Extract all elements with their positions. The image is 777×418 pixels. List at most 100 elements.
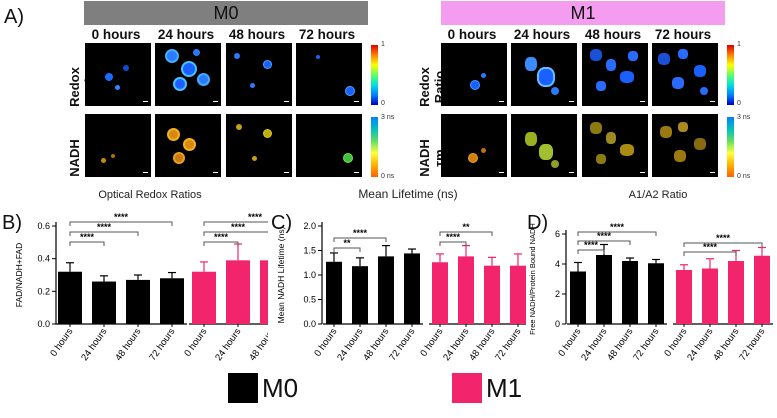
significance-label: ****	[248, 212, 263, 222]
significance-bracket	[203, 241, 239, 246]
colorbar-redox-m1	[727, 45, 734, 105]
significance-label: ****	[231, 222, 246, 232]
bar	[754, 255, 770, 324]
bar	[458, 256, 474, 324]
y-tick-label: 1.5	[303, 246, 316, 256]
micrograph-m0-redox-24h	[155, 43, 221, 106]
micrograph-m1-redox-0h	[441, 43, 507, 106]
y-axis-label: Free NADH/Protein Bound NADH	[528, 223, 537, 335]
significance-label: ****	[80, 232, 95, 242]
significance-label: **	[462, 222, 470, 232]
bar	[728, 261, 744, 324]
m0-header-label: M0	[213, 2, 239, 23]
m1-header-label: M1	[570, 2, 596, 23]
y-tick-label: 0.0	[303, 319, 316, 329]
significance-label: ****	[610, 222, 625, 232]
colorbar-redox-m0-bottom: 0	[381, 100, 385, 107]
panel-b-letter: B)	[2, 212, 22, 234]
time-label-m0-72: 72 hours	[298, 27, 356, 42]
legend-swatch-m0	[228, 373, 258, 403]
micrograph-m1-redox-48h	[582, 43, 648, 106]
x-tick-label: 48 hours	[247, 326, 268, 363]
bar	[676, 270, 692, 324]
micrograph-m0-nadh-48h	[226, 114, 292, 177]
significance-label: ****	[97, 222, 112, 232]
chart-title: Mean Lifetime (ns)	[358, 187, 457, 201]
significance-bracket	[577, 249, 605, 254]
bar	[432, 262, 448, 324]
time-label-m1-0: 0 hours	[447, 27, 497, 42]
significance-bracket	[333, 247, 361, 252]
bar	[192, 271, 216, 324]
colorbar-redox-m1-bottom: 0	[737, 100, 741, 107]
colorbar-nadh-m0-bottom: 0 ns	[381, 173, 395, 180]
micrograph-m1-nadh-48h	[582, 114, 648, 177]
x-tick-label: 72 hours	[387, 326, 417, 363]
micrograph-m1-nadh-0h	[441, 114, 507, 177]
bar	[622, 261, 638, 324]
chart-a1-a2-ratio: A1/A2 Ratio 0 2 4 6 Free NADH/Protein Bound N…	[528, 189, 773, 363]
significance-bracket	[69, 231, 139, 236]
row-label-nadh-line1: NADH	[417, 139, 432, 177]
x-tick-label: 0 hours	[662, 326, 689, 358]
x-tick-label: 0 hours	[556, 326, 583, 358]
colorbar-redox-m0-top: 1	[381, 41, 385, 48]
legend-label-m0: M0	[262, 373, 299, 403]
y-tick-label: 0.5	[303, 295, 316, 305]
colorbar-nadh-m1	[727, 117, 734, 177]
significance-bracket	[683, 242, 763, 247]
legend-label-m1: M1	[486, 373, 523, 403]
x-tick-label: 0 hours	[312, 326, 339, 358]
significance-bracket	[439, 241, 467, 246]
x-tick-label: 0 hours	[48, 326, 75, 358]
x-tick-label: 0 hours	[418, 326, 445, 358]
time-label-m0-0: 0 hours	[91, 27, 141, 42]
micrograph-m1-redox-72h	[652, 43, 718, 106]
bar	[58, 271, 82, 324]
legend-swatch-m1	[452, 373, 482, 403]
micrograph-m0-nadh-24h	[155, 114, 221, 177]
time-label-m0-48: 48 hours	[228, 27, 286, 42]
significance-label: ****	[597, 231, 612, 241]
significance-bracket	[333, 237, 387, 242]
significance-label: ****	[114, 212, 129, 222]
y-axis-label: Mean NADH Lifetime (ns)	[276, 226, 286, 323]
chart-optical-redox: Optical Redox Ratios 0.0 0.2 0.4 0.6 FAD/NADH…	[14, 189, 268, 363]
row-label-nadh-line1: NADH	[67, 139, 82, 177]
significance-bracket	[577, 240, 631, 245]
bar	[126, 279, 150, 324]
micrograph-m0-redox-48h	[226, 43, 292, 106]
significance-label: ****	[446, 232, 461, 242]
y-tick-label: 4	[555, 259, 560, 269]
y-tick-label: 0.0	[37, 319, 50, 329]
colorbar-nadh-m1-bottom: 0 ns	[737, 173, 751, 180]
time-label-m1-24: 24 hours	[513, 27, 571, 42]
panel-a-letter: A)	[4, 6, 24, 28]
bar	[404, 253, 420, 324]
colorbar-redox-m0	[371, 45, 378, 105]
bar	[92, 281, 116, 324]
bar	[226, 260, 250, 324]
x-tick-label: 72 hours	[493, 326, 523, 363]
y-tick-label: 0	[555, 319, 560, 329]
significance-label: ****	[353, 228, 368, 238]
significance-label: ****	[584, 240, 599, 250]
x-tick-label: 48 hours	[113, 326, 143, 363]
y-tick-label: 0.4	[37, 254, 50, 264]
x-tick-label: 72 hours	[631, 326, 661, 363]
significance-bracket	[203, 231, 268, 236]
significance-bracket	[69, 221, 173, 226]
colorbar-nadh-m0	[371, 117, 378, 177]
chart-title: A1/A2 Ratio	[629, 189, 688, 201]
y-tick-label: 6	[555, 229, 560, 239]
significance-bracket	[439, 231, 493, 236]
x-tick-label: 72 hours	[147, 326, 177, 363]
bar	[378, 256, 394, 324]
significance-bracket	[683, 251, 737, 256]
bar	[352, 266, 368, 324]
y-tick-label: 0.2	[37, 286, 50, 296]
time-label-m1-72: 72 hours	[654, 27, 712, 42]
colorbar-nadh-m0-top: 3 ns	[381, 114, 395, 121]
significance-bracket	[203, 221, 268, 226]
bar	[484, 265, 500, 324]
